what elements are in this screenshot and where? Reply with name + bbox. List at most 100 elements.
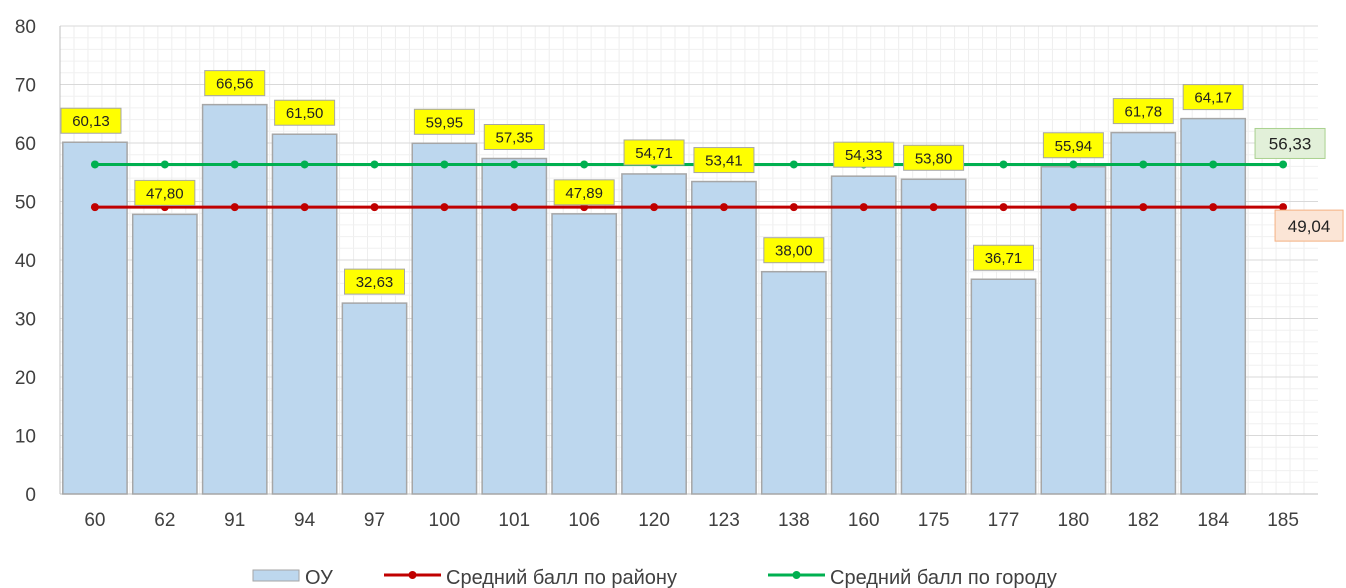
bar-data-label-box xyxy=(204,70,266,97)
district-line-point xyxy=(789,203,798,212)
x-tick-label: 138 xyxy=(778,510,810,531)
x-tick-label: 97 xyxy=(364,510,385,531)
bar xyxy=(621,173,687,495)
x-tick-label: 94 xyxy=(294,510,316,531)
district-line-point xyxy=(510,203,519,212)
bar xyxy=(830,175,897,495)
bar-data-label-box xyxy=(763,237,825,264)
y-tick-label: 20 xyxy=(15,368,36,389)
bar-data-label: 60,13 xyxy=(72,113,110,130)
x-tick-label: 100 xyxy=(429,510,461,531)
bar-data-label: 54,33 xyxy=(845,147,883,164)
city-line-point xyxy=(1209,160,1218,169)
bar-data-label-box xyxy=(1042,132,1104,159)
city-end-label: 56,33 xyxy=(1269,134,1312,153)
city-end-label-box xyxy=(1254,127,1326,159)
district-line-point xyxy=(1209,203,1218,212)
district-end-label: 49,04 xyxy=(1288,217,1331,236)
legend-label-ou: ОУ xyxy=(305,567,333,588)
city-line-point xyxy=(510,160,519,169)
district-line-point xyxy=(370,203,379,212)
y-tick-label: 60 xyxy=(15,134,36,155)
city-line-point xyxy=(999,160,1008,169)
line-end-labels: 56,33 49,04 xyxy=(1254,127,1344,242)
district-line-point xyxy=(859,203,868,212)
y-tick-label: 40 xyxy=(15,251,36,272)
x-tick-label: 182 xyxy=(1127,510,1159,531)
bar xyxy=(760,270,827,495)
x-axis-ticks: 60 62 91 94 97 100 101 106 120 123 138 160 175 177 180… xyxy=(84,510,1299,531)
y-tick-label: 10 xyxy=(15,427,36,448)
bar xyxy=(481,157,548,495)
bar-data-label: 55,94 xyxy=(1055,138,1093,155)
district-line-point xyxy=(650,203,659,212)
bar-data-label-box xyxy=(903,144,965,171)
bars xyxy=(62,103,1247,495)
district-line-point xyxy=(230,203,239,212)
x-tick-label: 177 xyxy=(988,510,1020,531)
city-line-point xyxy=(90,160,99,169)
district-line-point xyxy=(1069,203,1078,212)
bar-data-label: 54,71 xyxy=(635,145,673,162)
city-line-point xyxy=(370,160,379,169)
bar-data-label-box xyxy=(1112,98,1174,125)
bar-data-label: 36,71 xyxy=(985,250,1023,267)
bar xyxy=(271,133,338,495)
bar-data-label: 38,00 xyxy=(775,243,813,260)
bar-data-label-box xyxy=(483,124,545,151)
district-line-point xyxy=(300,203,309,212)
bar-data-label-box xyxy=(413,108,475,135)
bar-data-label-box xyxy=(693,147,755,174)
bar xyxy=(1040,166,1107,495)
x-tick-label: 123 xyxy=(708,510,740,531)
bar-data-label: 61,78 xyxy=(1125,104,1163,121)
bar xyxy=(691,180,757,495)
legend-swatch-district-marker xyxy=(408,571,417,579)
district-line-point xyxy=(929,203,938,212)
city-line-point xyxy=(160,160,169,169)
bar-data-label: 53,41 xyxy=(705,153,743,170)
y-axis-ticks: 0 10 20 30 40 50 60 70 80 xyxy=(15,17,36,506)
x-tick-label: 184 xyxy=(1197,510,1229,531)
legend: ОУ Средний балл по району Средний балл п… xyxy=(252,567,1057,588)
legend-swatch-ou xyxy=(252,569,300,582)
bar-data-label-box xyxy=(60,107,122,134)
x-tick-label: 185 xyxy=(1267,510,1299,531)
bar-data-label: 47,89 xyxy=(565,185,603,202)
city-line-point xyxy=(230,160,239,169)
bar-data-label-box xyxy=(274,99,336,126)
district-line-point xyxy=(719,203,728,212)
bar-data-label: 57,35 xyxy=(496,130,534,147)
city-line-point xyxy=(789,160,798,169)
bar xyxy=(970,278,1037,495)
city-line-point xyxy=(1139,160,1148,169)
x-tick-label: 91 xyxy=(224,510,245,531)
bar xyxy=(411,142,478,495)
y-tick-label: 80 xyxy=(15,17,36,38)
y-tick-label: 50 xyxy=(15,193,36,214)
major-gridlines xyxy=(60,25,1318,436)
x-tick-label: 175 xyxy=(918,510,950,531)
y-tick-label: 0 xyxy=(25,485,36,506)
bar-data-label-box xyxy=(623,139,685,166)
x-tick-label: 106 xyxy=(568,510,600,531)
bar-data-label-box xyxy=(833,141,895,168)
city-line-point xyxy=(580,160,589,169)
district-end-label-box xyxy=(1274,209,1344,242)
x-tick-label: 60 xyxy=(84,510,105,531)
y-tick-label: 70 xyxy=(15,76,36,97)
bar-data-label: 47,80 xyxy=(146,185,184,202)
x-tick-label: 180 xyxy=(1058,510,1090,531)
bar-data-label-box xyxy=(1182,84,1244,111)
x-tick-label: 101 xyxy=(498,510,530,531)
district-line-point xyxy=(440,203,449,212)
bar-data-label: 66,56 xyxy=(216,76,254,93)
axes xyxy=(59,26,1318,495)
bar xyxy=(1180,117,1247,495)
city-line-point xyxy=(440,160,449,169)
district-line-point xyxy=(1279,203,1288,212)
bar-data-label: 61,50 xyxy=(286,105,324,122)
bar-data-label: 64,17 xyxy=(1194,90,1232,107)
bar xyxy=(900,178,967,495)
